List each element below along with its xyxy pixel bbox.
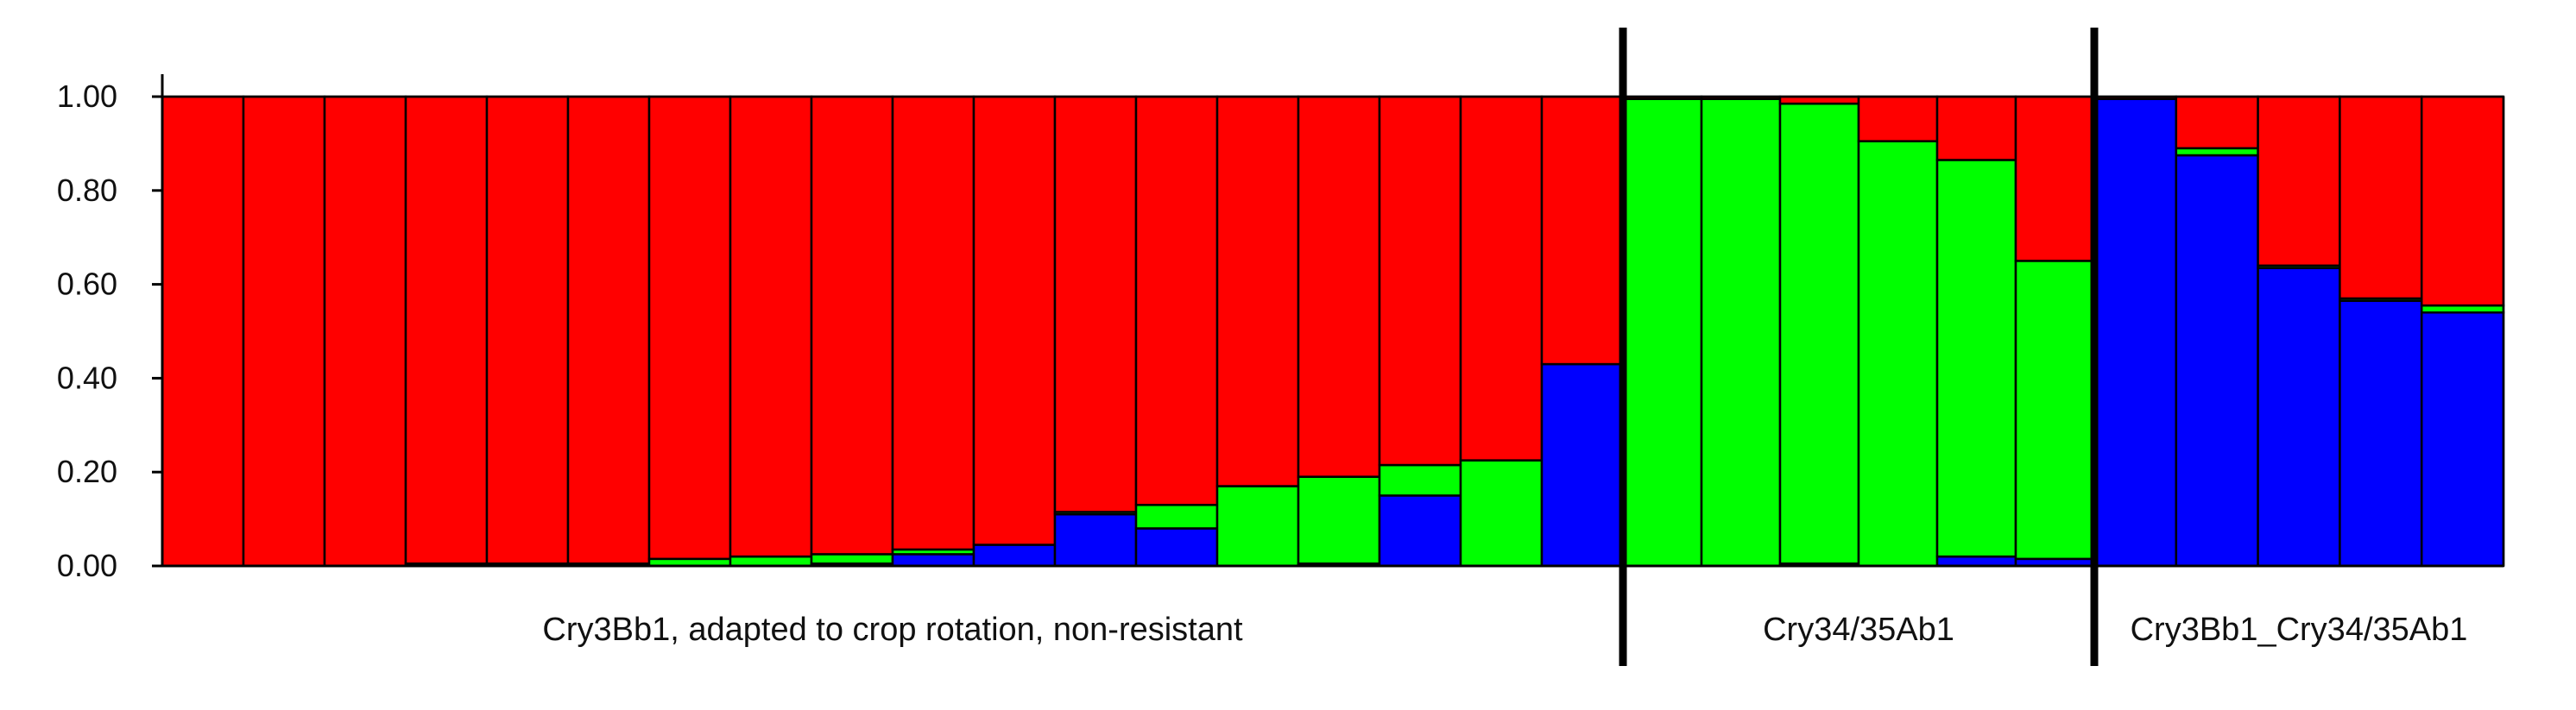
bar-segment-blue xyxy=(1540,362,1625,568)
bar-segment-red xyxy=(485,95,570,565)
bar-segment-green xyxy=(1621,97,1703,568)
bar-segment-red xyxy=(1134,95,1219,506)
bar-segment-red xyxy=(566,95,651,565)
bar-segment-green xyxy=(1857,140,1939,568)
bar-segment-red xyxy=(161,95,245,568)
bar-segment-blue xyxy=(2420,311,2505,568)
bar-segment-blue xyxy=(1053,512,1138,568)
bar-segment-red xyxy=(729,95,813,558)
bar-segment-red xyxy=(2420,95,2505,307)
bar-segment-red xyxy=(1215,95,1300,487)
y-tick-label: 0.40 xyxy=(57,360,117,395)
y-tick-label: 1.00 xyxy=(57,79,117,114)
group-label: Cry3Bb1_Cry34/35Ab1 xyxy=(2131,612,2468,648)
bar-segment-red xyxy=(810,95,894,556)
y-axis: 0.00 0.20 0.40 0.60 0.80 1.00 xyxy=(57,74,2505,583)
bar-segment-red xyxy=(1459,95,1544,462)
bar-segment-blue xyxy=(1378,494,1462,568)
group-label: Cry34/35Ab1 xyxy=(1763,612,1954,648)
bar-segment-green xyxy=(810,553,894,565)
bar-segment-red xyxy=(323,95,407,568)
y-tick-label: 0.20 xyxy=(57,454,117,489)
bar-segment-red xyxy=(404,95,489,565)
bar-segment-red xyxy=(2014,95,2096,262)
bar-segment-green xyxy=(1297,475,1381,565)
bar-segment-green xyxy=(1935,159,2017,558)
bar-segment-blue xyxy=(2175,154,2259,568)
bar-segment-red xyxy=(1857,95,1939,142)
group-label: Cry3Bb1, adapted to crop rotation, non-r… xyxy=(542,612,1243,648)
bar-segment-blue xyxy=(1935,555,2017,568)
bar-segment-blue xyxy=(972,543,1057,568)
bar-segment-green xyxy=(1459,459,1544,568)
y-tick-label: 0.80 xyxy=(57,173,117,208)
bar-segment-blue xyxy=(2257,267,2341,568)
bar-segment-green xyxy=(729,555,813,568)
bar-segment-red xyxy=(1935,95,2017,161)
bar-segment-blue xyxy=(1134,527,1219,568)
group-separators xyxy=(1619,28,2099,666)
bar-segment-red xyxy=(1053,95,1138,513)
bar-segment-red xyxy=(891,95,975,551)
bar-segment-red xyxy=(1540,95,1625,366)
y-tick-label: 0.00 xyxy=(57,548,117,583)
bar-segment-red xyxy=(972,95,1057,546)
bar-segment-blue xyxy=(2093,97,2178,568)
bar-segment-green xyxy=(1700,97,1782,568)
bar-segment-red xyxy=(647,95,732,561)
bar-segment-green xyxy=(1215,485,1300,568)
bar-segment-blue xyxy=(2339,299,2423,568)
y-tick-label: 0.60 xyxy=(57,267,117,302)
bars-layer xyxy=(161,95,2505,568)
bar-segment-red xyxy=(1378,95,1462,467)
bar-segment-red xyxy=(2339,95,2423,300)
bar-segment-red xyxy=(242,95,326,568)
group-labels: Cry3Bb1, adapted to crop rotation, non-r… xyxy=(542,612,2467,648)
bar-segment-green xyxy=(2014,260,2096,561)
bar-segment-red xyxy=(1297,95,1381,478)
bar-segment-green xyxy=(1778,102,1860,565)
bar-segment-green xyxy=(1134,504,1219,530)
bar-segment-red xyxy=(2257,95,2341,267)
bar-segment-red xyxy=(2175,95,2259,150)
bar-segment-green xyxy=(1378,463,1462,497)
bar-segment-blue xyxy=(891,553,975,568)
